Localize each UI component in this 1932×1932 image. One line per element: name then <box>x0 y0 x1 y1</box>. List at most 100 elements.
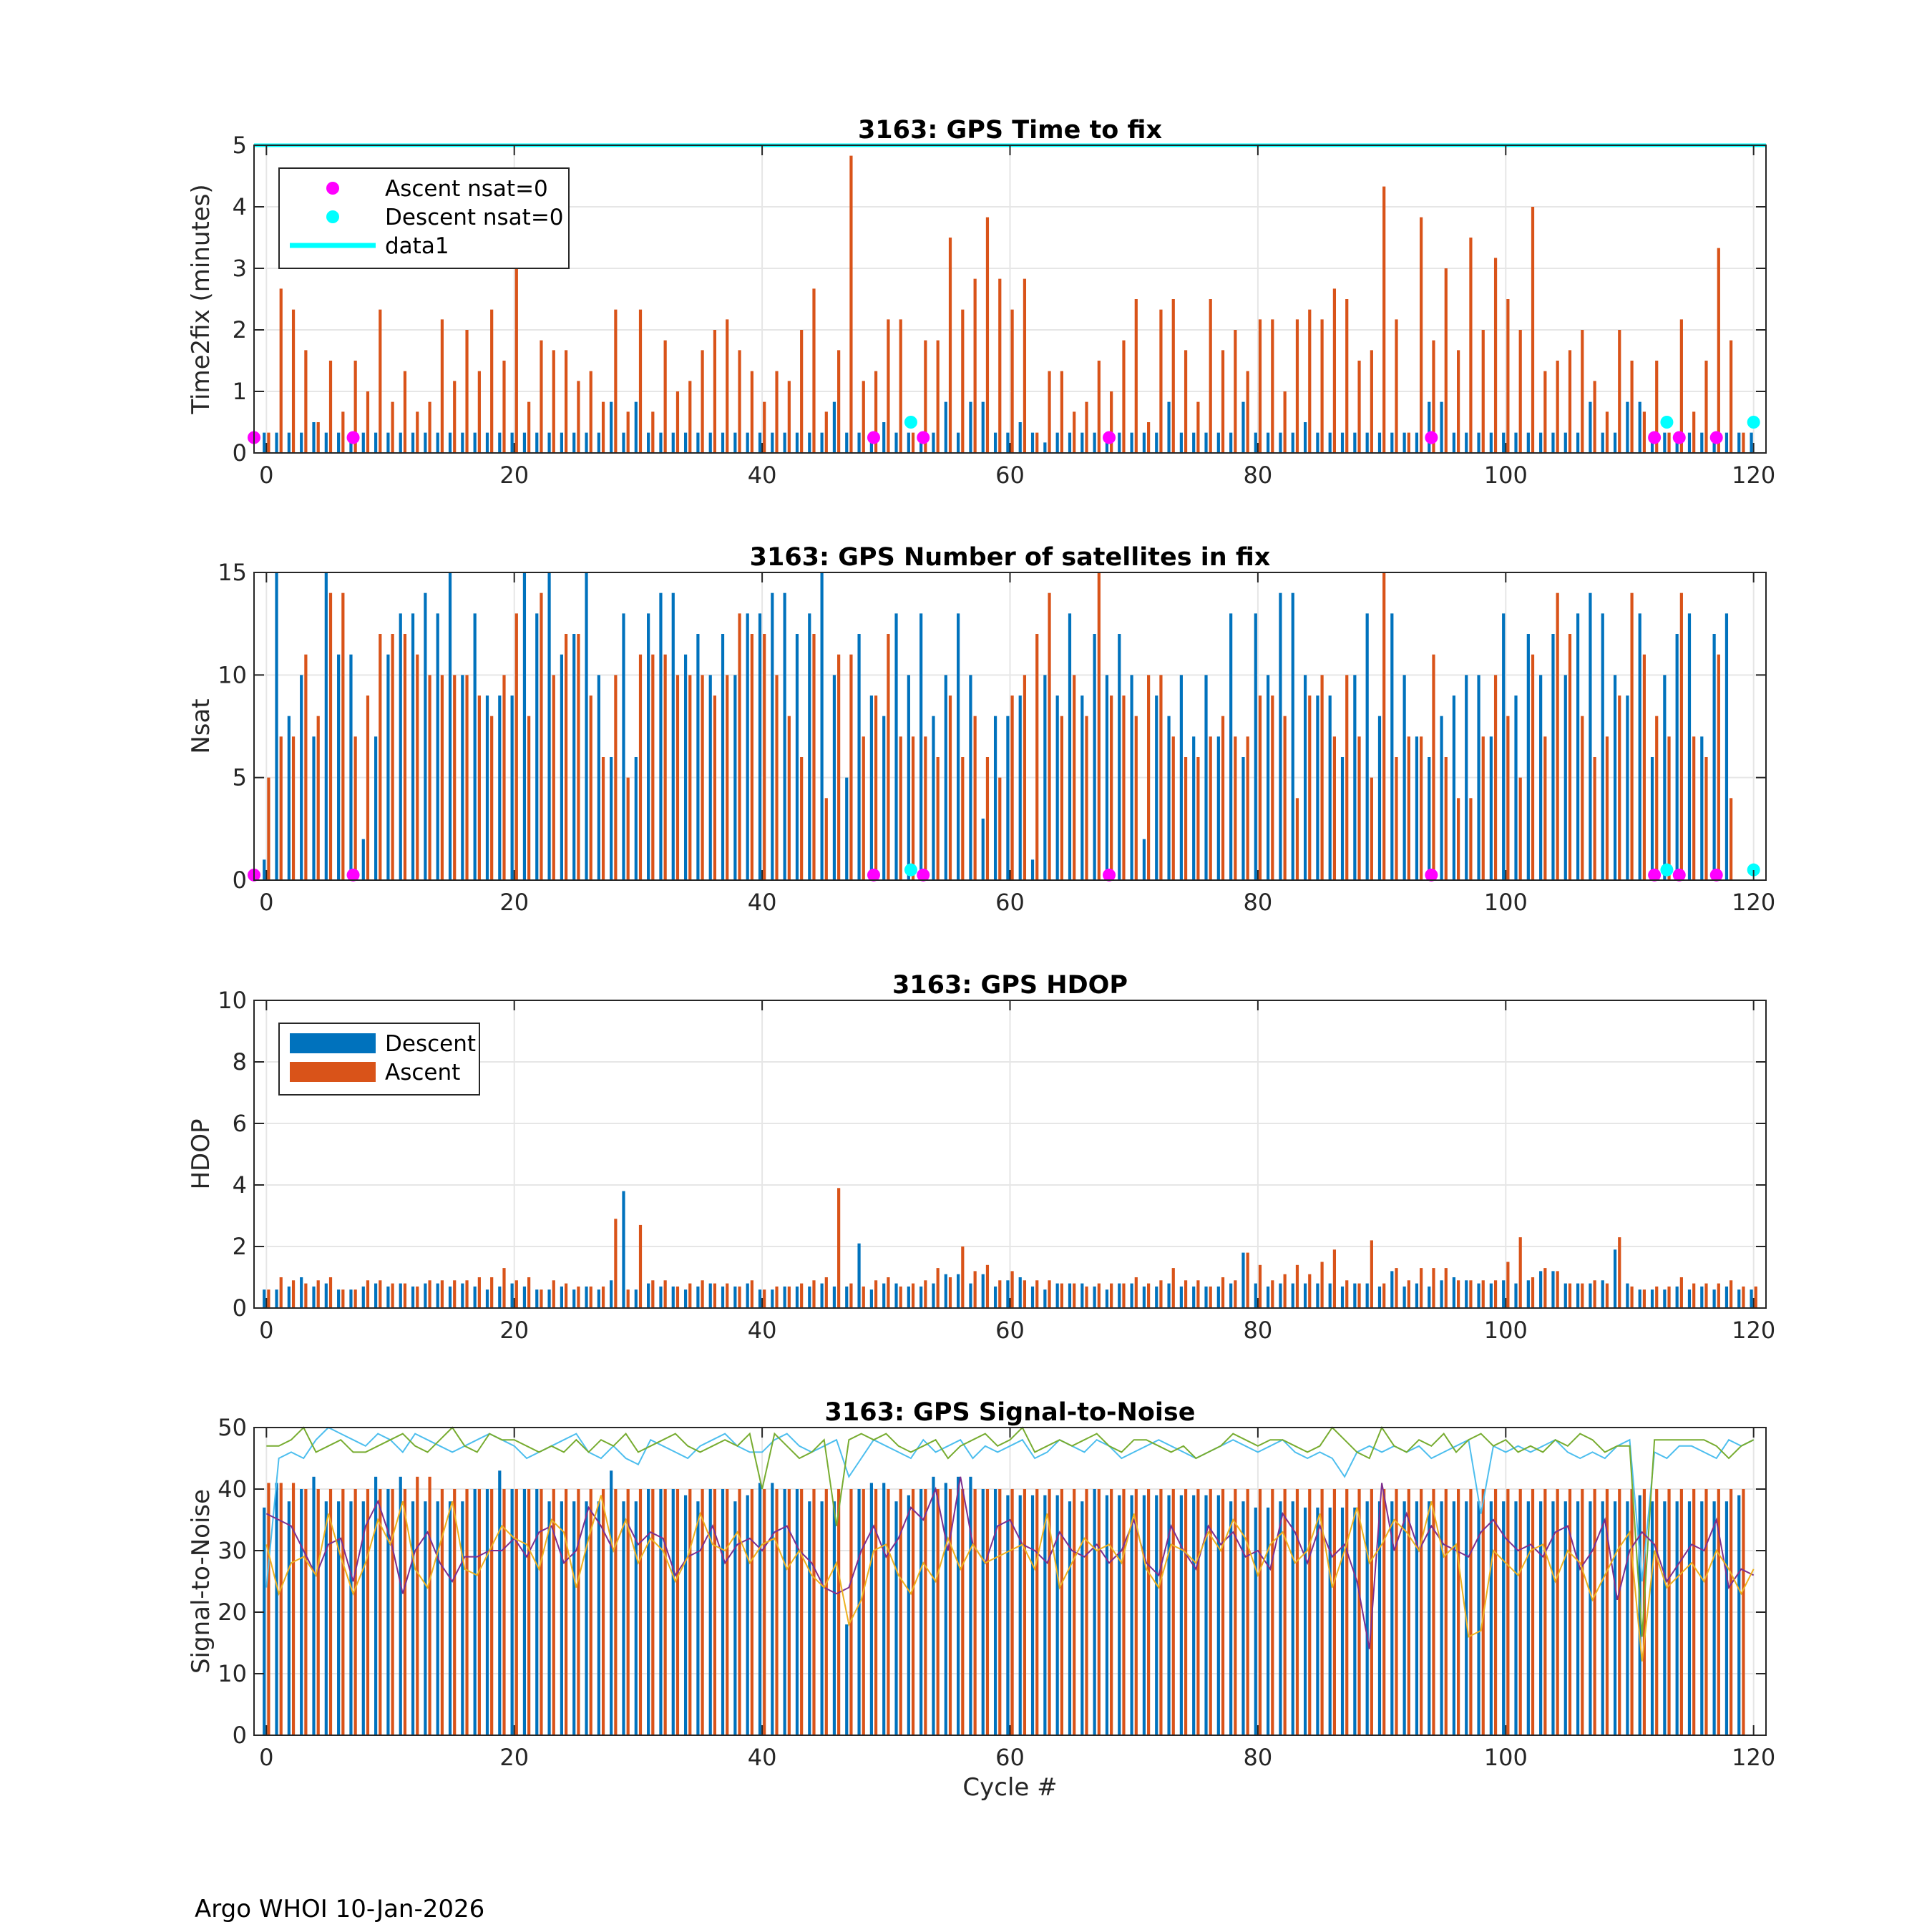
descent-bar <box>287 716 291 880</box>
descent-bar <box>461 1501 464 1735</box>
ascent-bar <box>1073 411 1076 453</box>
descent-bar <box>1192 1286 1196 1308</box>
ascent-bar <box>1655 361 1659 453</box>
ascent-bar <box>391 634 394 880</box>
descent-bar <box>981 1274 985 1308</box>
panel-title: 3163: GPS Time to fix <box>858 116 1163 145</box>
ascent-bar <box>527 716 531 880</box>
descent-bar <box>448 572 452 880</box>
ascent-bar <box>1147 675 1151 880</box>
descent-bar <box>485 696 489 880</box>
ascent-bar <box>465 1280 469 1308</box>
descent-bar <box>708 432 712 453</box>
ascent-bar <box>1320 1489 1324 1735</box>
ascent-bar <box>1382 1283 1386 1308</box>
ascent-bar <box>1271 696 1274 880</box>
descent-bar <box>560 1286 563 1308</box>
ascent-bar <box>1593 1489 1596 1735</box>
ascent-bar <box>1679 1489 1683 1735</box>
descent-nsat0-marker <box>1660 416 1674 429</box>
descent-bar <box>634 1501 638 1735</box>
descent-bar <box>634 757 638 880</box>
descent-bar <box>312 1476 316 1735</box>
ascent-bar <box>1556 1271 1559 1308</box>
descent-bar <box>1452 1277 1456 1308</box>
descent-bar <box>1428 1286 1431 1308</box>
descent-bar <box>1080 1501 1084 1735</box>
descent-bar <box>944 1483 947 1735</box>
descent-bar <box>1353 432 1357 453</box>
descent-bar <box>436 1283 439 1308</box>
ascent-bar <box>948 1489 952 1735</box>
ascent-bar <box>1630 1489 1634 1735</box>
ascent-bar <box>973 716 977 880</box>
descent-bar <box>361 1286 365 1308</box>
ascent-bar <box>1543 736 1547 880</box>
ascent-bar <box>936 757 940 880</box>
ascent-bar <box>552 1489 555 1735</box>
ascent-bar <box>812 634 816 880</box>
ascent-bar <box>416 654 419 880</box>
ascent-bar <box>1097 1489 1101 1735</box>
ascent-bar <box>1357 361 1361 453</box>
ascent-bar <box>1667 1489 1671 1735</box>
ascent-bar <box>1023 278 1027 453</box>
ascent-bar <box>1556 1489 1559 1735</box>
ascent-bar <box>1110 696 1113 880</box>
descent-bar <box>1428 401 1431 453</box>
ascent-bar <box>577 381 580 453</box>
descent-bar <box>1415 432 1419 453</box>
ascent-bar <box>738 1489 741 1735</box>
descent-bar <box>610 1280 613 1308</box>
x-tick-label: 40 <box>748 462 777 489</box>
ascent-bar <box>1196 401 1200 453</box>
descent-bar <box>1415 1283 1419 1308</box>
descent-bar <box>1055 432 1059 453</box>
descent-bar <box>1365 432 1369 453</box>
descent-bar <box>882 1283 886 1308</box>
descent-bar <box>1650 1289 1654 1308</box>
ascent-bar <box>998 1280 1002 1308</box>
descent-bar <box>1452 696 1456 880</box>
descent-bar <box>349 1289 353 1308</box>
descent-bar <box>1192 1495 1196 1735</box>
ascent-bar <box>1568 1283 1572 1308</box>
descent-bar <box>411 1286 415 1308</box>
ascent-bar <box>1618 696 1621 880</box>
ascent-bar <box>1630 361 1634 453</box>
ascent-bar <box>1655 716 1659 880</box>
ascent-bar <box>601 1286 605 1308</box>
descent-bar <box>1353 1507 1357 1735</box>
ascent-bar <box>1667 736 1671 880</box>
ascent-bar <box>626 411 630 453</box>
x-tick-label: 100 <box>1484 462 1528 489</box>
descent-bar <box>1340 1286 1345 1308</box>
ascent-bar <box>1518 1489 1522 1735</box>
ascent-bar <box>1395 1489 1398 1735</box>
ascent-bar <box>973 278 977 453</box>
ascent-bar <box>589 371 592 453</box>
descent-bar <box>1167 716 1171 880</box>
descent-bar <box>1179 675 1183 880</box>
descent-bar <box>1377 1286 1382 1308</box>
descent-bar <box>560 432 563 453</box>
ascent-bar <box>379 1280 382 1308</box>
descent-bar <box>708 675 712 880</box>
ascent-bar <box>1221 350 1225 453</box>
ascent-bar <box>514 1489 518 1735</box>
ascent-bar <box>1134 1489 1138 1735</box>
ascent-bar <box>638 1224 643 1308</box>
descent-bar <box>981 401 985 453</box>
ascent-bar <box>1283 1274 1287 1308</box>
ascent-bar <box>279 1277 283 1308</box>
ascent-bar <box>1469 1489 1473 1735</box>
descent-bar <box>981 1489 985 1735</box>
descent-bar <box>832 675 836 880</box>
descent-bar <box>993 1489 997 1735</box>
descent-bar <box>1440 1280 1443 1308</box>
ascent-bar <box>1085 1286 1088 1308</box>
ascent-bar <box>862 736 865 880</box>
y-axis-label: Time2fix (minutes) <box>187 184 215 414</box>
ascent-bar <box>477 371 481 453</box>
ascent-bar <box>1370 350 1373 453</box>
